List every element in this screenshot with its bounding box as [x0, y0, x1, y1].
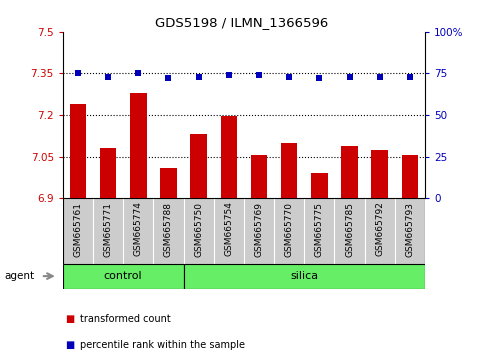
Bar	[281, 143, 298, 198]
Point	[165, 76, 172, 81]
Text: GSM665793: GSM665793	[405, 201, 414, 257]
Point	[406, 74, 414, 80]
Text: GSM665775: GSM665775	[315, 201, 324, 257]
Bar	[160, 168, 177, 198]
Bar	[130, 93, 146, 198]
Point	[134, 71, 142, 76]
Text: GSM665771: GSM665771	[103, 201, 113, 257]
Bar	[184, 264, 425, 289]
Point	[376, 74, 384, 80]
Text: control: control	[104, 271, 142, 281]
Bar	[63, 264, 184, 289]
Bar	[221, 116, 237, 198]
Point	[255, 72, 263, 78]
Text: transformed count: transformed count	[80, 314, 170, 324]
Text: GSM665769: GSM665769	[255, 201, 264, 257]
Bar	[70, 104, 86, 198]
Bar	[251, 155, 267, 198]
Bar	[100, 148, 116, 198]
Point	[346, 74, 354, 80]
Text: percentile rank within the sample: percentile rank within the sample	[80, 340, 245, 350]
Text: agent: agent	[5, 271, 35, 281]
Text: GSM665750: GSM665750	[194, 201, 203, 257]
Text: GSM665792: GSM665792	[375, 201, 384, 256]
Bar	[190, 135, 207, 198]
Bar	[341, 145, 358, 198]
Text: GSM665761: GSM665761	[73, 201, 83, 257]
Bar	[311, 173, 327, 198]
Point	[285, 74, 293, 80]
Point	[225, 72, 233, 78]
Text: GSM665770: GSM665770	[284, 201, 294, 257]
Text: silica: silica	[290, 271, 318, 281]
Point	[104, 74, 112, 80]
Text: GSM665754: GSM665754	[224, 201, 233, 256]
Text: GSM665774: GSM665774	[134, 201, 143, 256]
Text: ■: ■	[65, 314, 74, 324]
Bar	[402, 155, 418, 198]
Text: GSM665785: GSM665785	[345, 201, 354, 257]
Point	[195, 74, 202, 80]
Bar	[371, 150, 388, 198]
Point	[315, 76, 323, 81]
Text: GDS5198 / ILMN_1366596: GDS5198 / ILMN_1366596	[155, 16, 328, 29]
Point	[74, 71, 82, 76]
Text: GSM665788: GSM665788	[164, 201, 173, 257]
Text: ■: ■	[65, 340, 74, 350]
